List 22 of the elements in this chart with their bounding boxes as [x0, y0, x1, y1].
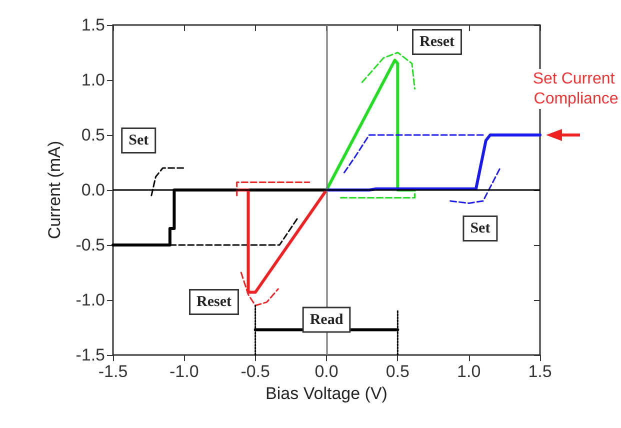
x-tick-label: -1.5	[98, 362, 128, 381]
x-tick-label: -0.5	[240, 362, 270, 381]
annotation: Set	[470, 220, 490, 236]
x-tick-label: 1.5	[528, 362, 552, 381]
annotation: Reset	[420, 34, 454, 50]
x-tick-label: -1.0	[170, 362, 199, 381]
y-tick-label: 0.0	[81, 180, 105, 200]
y-axis-title: Current (mA)	[45, 140, 64, 240]
y-tick-label: -1.5	[76, 346, 105, 364]
annotation: Read	[310, 312, 344, 328]
y-tick-label: 1.5	[81, 16, 105, 34]
x-tick-label: 1.0	[457, 362, 481, 381]
y-tick-label: 1.0	[81, 70, 105, 90]
x-tick-label: 0.5	[386, 362, 410, 381]
annotation: Reset	[196, 294, 232, 310]
annotation: Set Current Compliance	[532, 70, 620, 108]
annotation: Set	[128, 132, 149, 148]
y-tick-label: -1.0	[76, 290, 105, 310]
y-tick-label: -0.5	[76, 236, 105, 254]
x-tick-label: 0.0	[314, 362, 338, 381]
x-axis-title: Bias Voltage (V)	[266, 384, 388, 403]
y-tick-label: 0.5	[81, 126, 105, 144]
